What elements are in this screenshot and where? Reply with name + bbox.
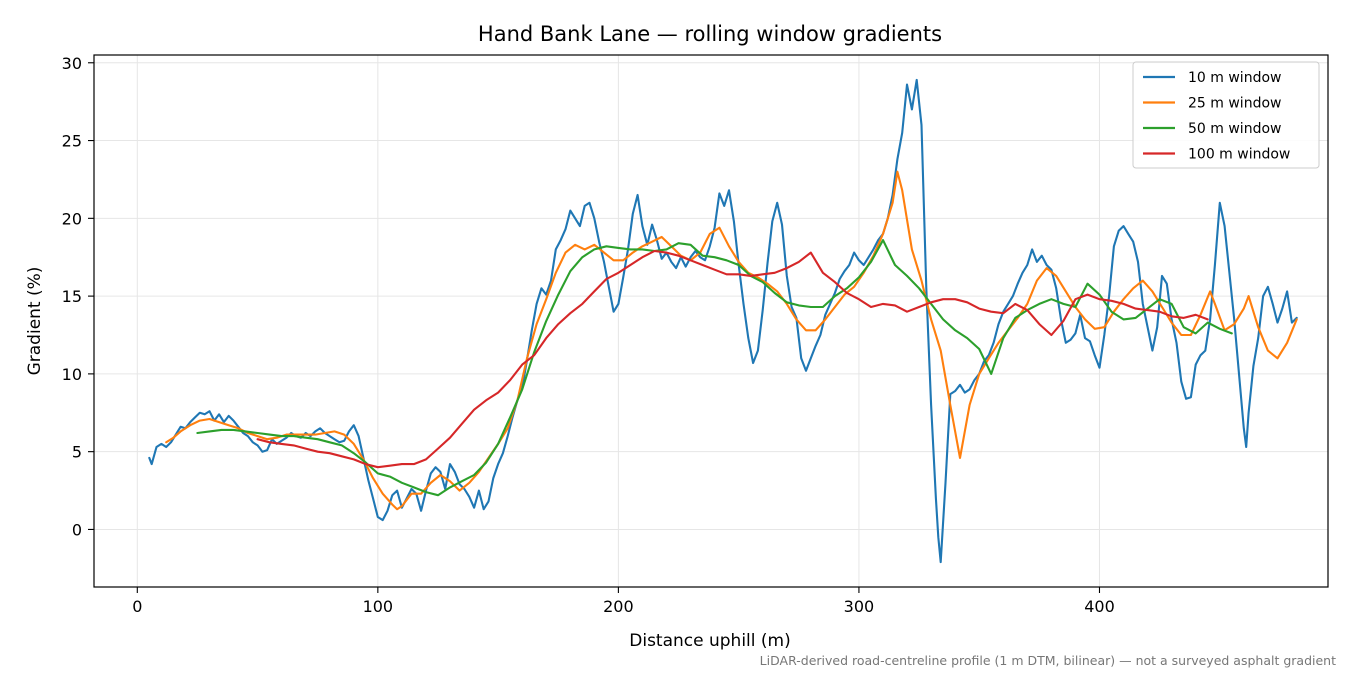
grid-lines [94, 55, 1328, 587]
legend-label: 25 m window [1188, 96, 1281, 112]
x-tick-label: 0 [132, 597, 142, 616]
series-line-2 [165, 170, 1298, 511]
legend-label: 10 m window [1188, 70, 1281, 86]
y-axis: 0 5 10 15 20 25 30 [62, 54, 94, 539]
x-axis: 0 100 200 300 400 [132, 587, 1115, 616]
plot-area [148, 78, 1298, 564]
y-axis-label: Gradient (%) [25, 267, 45, 376]
y-tick-label: 20 [62, 209, 82, 228]
caption-note: LiDAR-derived road-centreline profile (1… [760, 653, 1336, 668]
y-tick-label: 25 [62, 132, 82, 151]
series-line-4 [256, 249, 1209, 469]
legend-label: 50 m window [1188, 121, 1281, 137]
series-line-1 [148, 78, 1298, 564]
y-tick-label: 15 [62, 287, 82, 306]
x-tick-label: 100 [363, 597, 394, 616]
legend-label: 100 m window [1188, 147, 1290, 163]
legend: 10 m window 25 m window 50 m window 100 m w… [1132, 61, 1320, 169]
x-axis-label: Distance uphill (m) [629, 631, 790, 651]
y-tick-label: 10 [62, 365, 82, 384]
chart-title: Hand Bank Lane — rolling window gradient… [478, 22, 942, 46]
x-tick-label: 300 [844, 597, 875, 616]
x-tick-label: 200 [603, 597, 634, 616]
y-tick-label: 30 [62, 54, 82, 73]
legend-box [1132, 61, 1320, 169]
x-tick-label: 400 [1084, 597, 1115, 616]
axes-frame [93, 54, 1329, 588]
y-tick-label: 0 [72, 520, 82, 539]
y-tick-label: 5 [72, 443, 82, 462]
